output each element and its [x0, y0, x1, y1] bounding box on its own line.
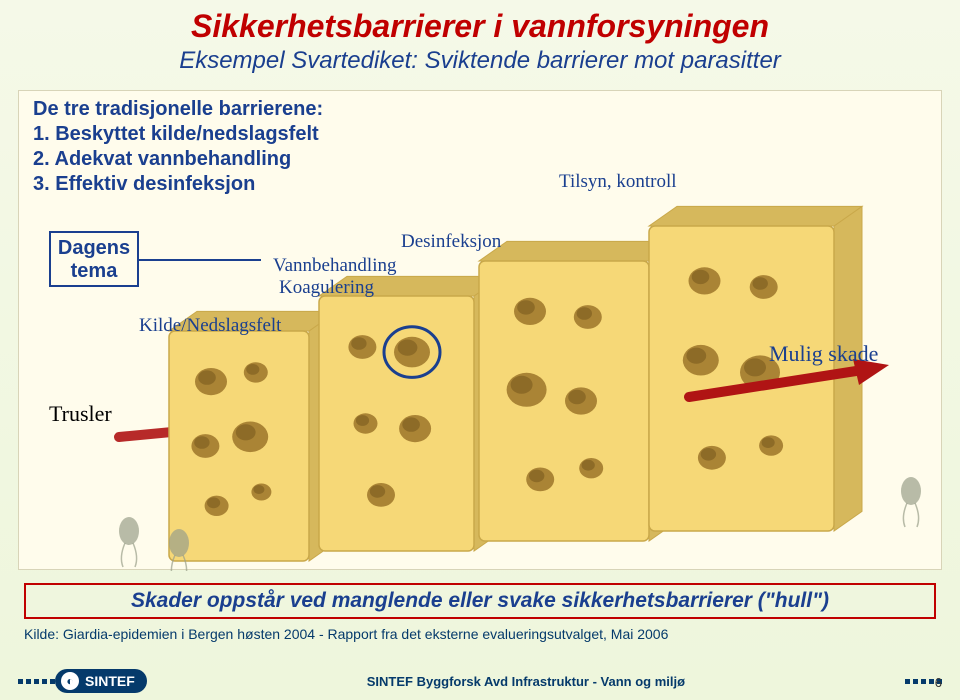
content-panel: De tre tradisjonelle barrierene: 1. Besk…: [18, 90, 942, 570]
slide-subtitle: Eksempel Svartediket: Sviktende barriere…: [0, 47, 960, 75]
label-vannbehandling: Vannbehandling: [273, 255, 396, 277]
footer-dots-left: [18, 679, 55, 684]
logo-icon: ◐: [61, 672, 79, 690]
skade-callout: Skader oppstår ved manglende eller svake…: [24, 583, 936, 619]
label-koagulering: Koagulering: [279, 277, 374, 299]
slide: Sikkerhetsbarrierer i vannforsyningen Ek…: [0, 0, 960, 700]
citation: Kilde: Giardia-epidemien i Bergen høsten…: [24, 626, 668, 642]
page-number: 6: [935, 675, 942, 690]
label-tilsyn: Tilsyn, kontroll: [559, 171, 677, 193]
label-desinfeksjon: Desinfeksjon: [401, 231, 501, 253]
label-kilde: Kilde/Nedslagsfelt: [139, 315, 281, 337]
sintef-logo: ◐ SINTEF: [55, 669, 147, 693]
logo-text: SINTEF: [85, 673, 135, 689]
footer-text: SINTEF Byggforsk Avd Infrastruktur - Van…: [147, 674, 905, 689]
slide-title: Sikkerhetsbarrierer i vannforsyningen: [0, 0, 960, 45]
label-mulig-skade: Mulig skade: [769, 341, 878, 367]
footer: ◐ SINTEF SINTEF Byggforsk Avd Infrastruk…: [0, 662, 960, 700]
